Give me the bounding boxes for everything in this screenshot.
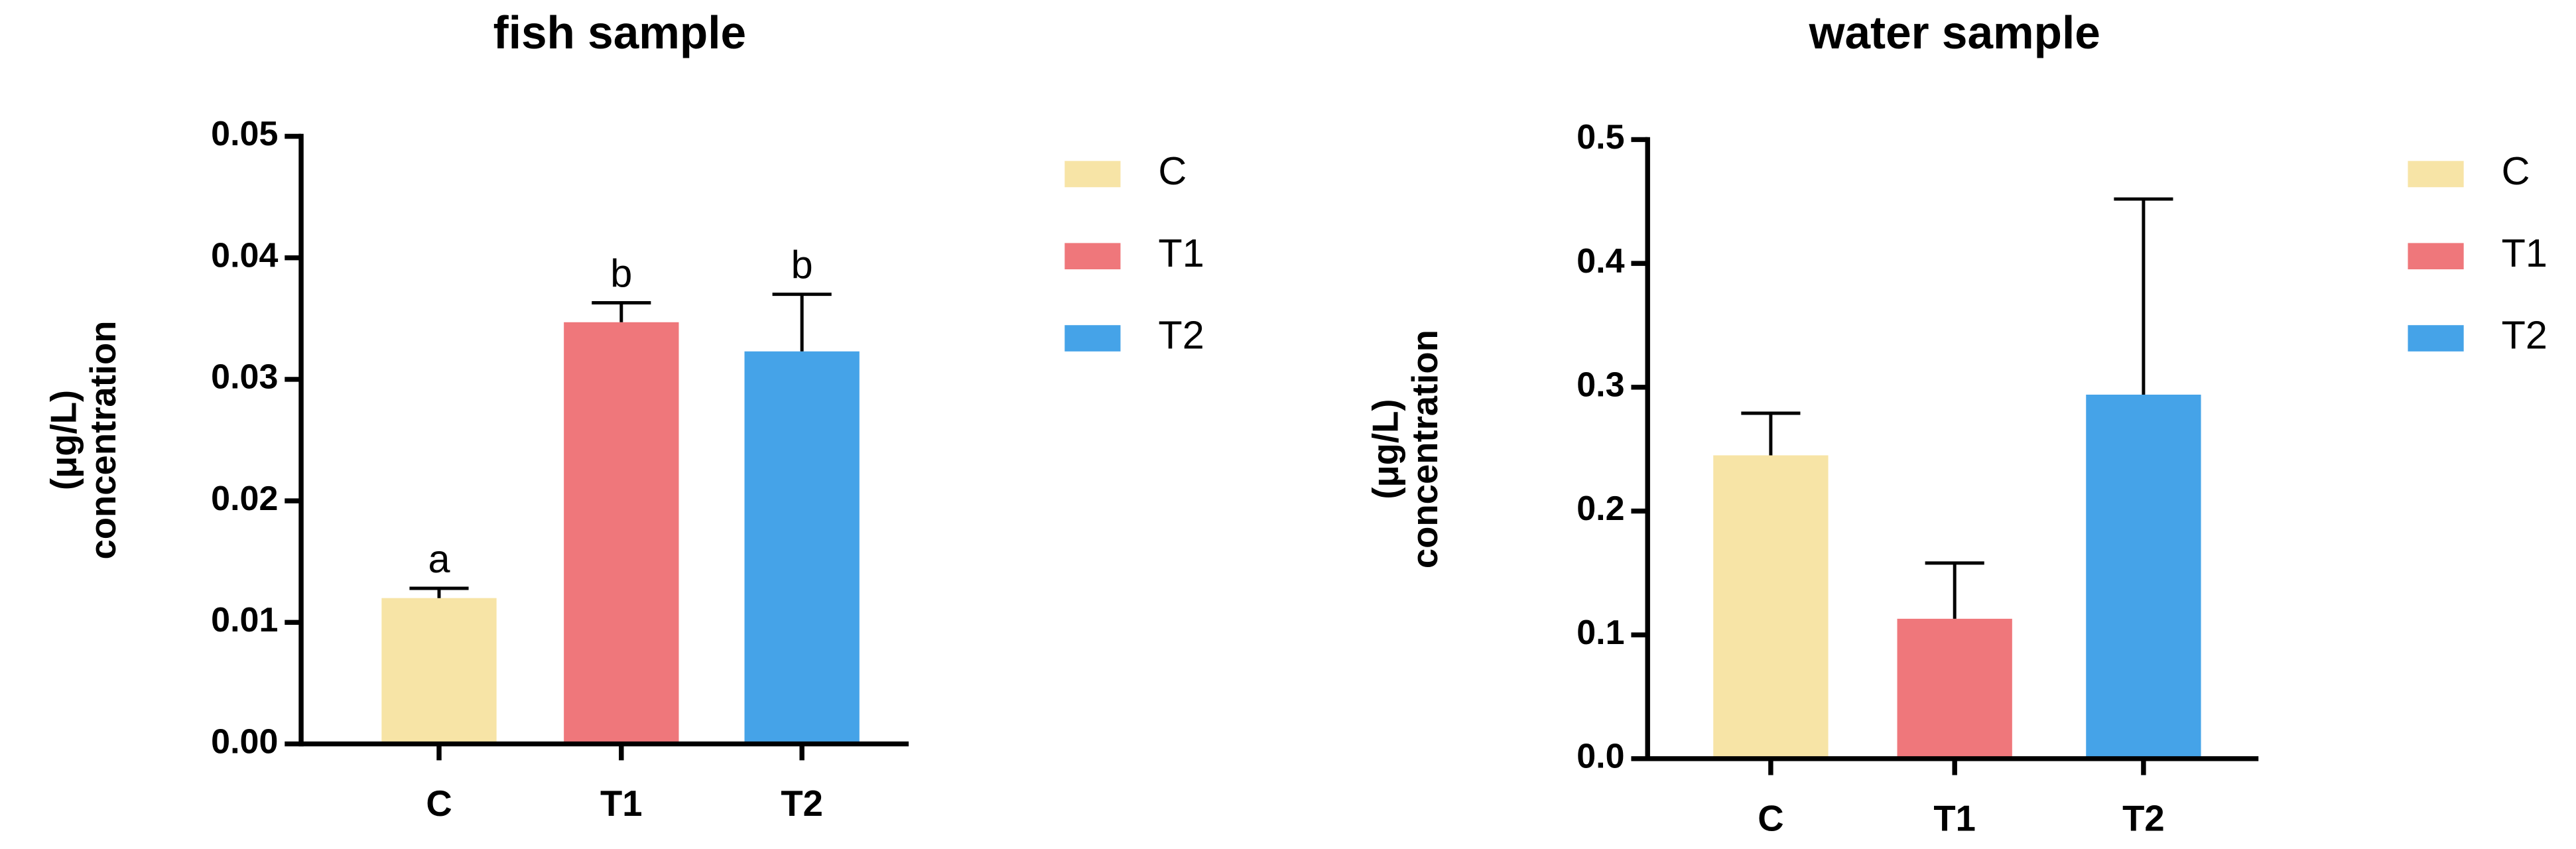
x-tick-label: C bbox=[1758, 798, 1783, 838]
significance-letter: b bbox=[791, 243, 813, 287]
bar bbox=[1897, 618, 2012, 759]
legend-swatch bbox=[1064, 161, 1121, 188]
legend-swatch bbox=[2408, 325, 2464, 352]
legend-label: T1 bbox=[1158, 231, 1204, 275]
y-tick-label: 0.0 bbox=[1577, 738, 1624, 776]
legend-label: T2 bbox=[2502, 313, 2547, 358]
chart-title: water sample bbox=[1809, 7, 2100, 58]
y-axis-label: concentration bbox=[1405, 330, 1445, 568]
legend-swatch bbox=[1064, 243, 1121, 270]
bar bbox=[381, 598, 497, 744]
x-tick-label: T1 bbox=[1933, 798, 1976, 838]
y-tick-label: 0.5 bbox=[1577, 118, 1624, 157]
y-axis-label: concentration bbox=[83, 320, 123, 559]
y-tick-label: 0.2 bbox=[1577, 490, 1624, 528]
legend-label: C bbox=[2502, 149, 2530, 193]
significance-letter: b bbox=[610, 251, 632, 296]
legend-swatch bbox=[2408, 161, 2464, 188]
legend-label: C bbox=[1158, 149, 1187, 193]
error-bar bbox=[772, 293, 832, 352]
y-axis-label: (μg/L) bbox=[43, 390, 84, 490]
y-tick-label: 0.04 bbox=[211, 236, 278, 275]
y-tick-label: 0.03 bbox=[211, 358, 278, 397]
bar bbox=[2086, 394, 2201, 759]
y-tick-label: 0.00 bbox=[211, 722, 278, 761]
y-tick-label: 0.05 bbox=[211, 115, 278, 153]
bar bbox=[744, 351, 860, 744]
error-bar bbox=[409, 586, 469, 598]
y-tick-label: 0.01 bbox=[211, 601, 278, 639]
bar bbox=[1713, 455, 1829, 759]
y-tick-label: 0.02 bbox=[211, 480, 278, 518]
y-tick-label: 0.1 bbox=[1577, 614, 1624, 652]
legend-label: T2 bbox=[1158, 313, 1204, 358]
y-tick-label: 0.4 bbox=[1577, 242, 1624, 281]
legend-label: T1 bbox=[2502, 231, 2547, 275]
y-axis-label: (μg/L) bbox=[1365, 399, 1405, 499]
bar bbox=[564, 322, 679, 744]
error-bar bbox=[1925, 561, 1984, 619]
x-tick-label: T2 bbox=[2122, 798, 2165, 838]
x-tick-label: T2 bbox=[781, 783, 823, 824]
chart-title: fish sample bbox=[493, 7, 746, 58]
y-tick-label: 0.3 bbox=[1577, 366, 1624, 405]
x-tick-label: T1 bbox=[600, 783, 643, 824]
error-bar bbox=[2114, 197, 2173, 395]
legend-swatch bbox=[1064, 325, 1121, 352]
legend-swatch bbox=[2408, 243, 2464, 270]
error-bar bbox=[592, 301, 651, 322]
error-bar bbox=[1741, 411, 1801, 456]
x-tick-label: C bbox=[426, 783, 452, 824]
significance-letter: a bbox=[428, 537, 450, 581]
